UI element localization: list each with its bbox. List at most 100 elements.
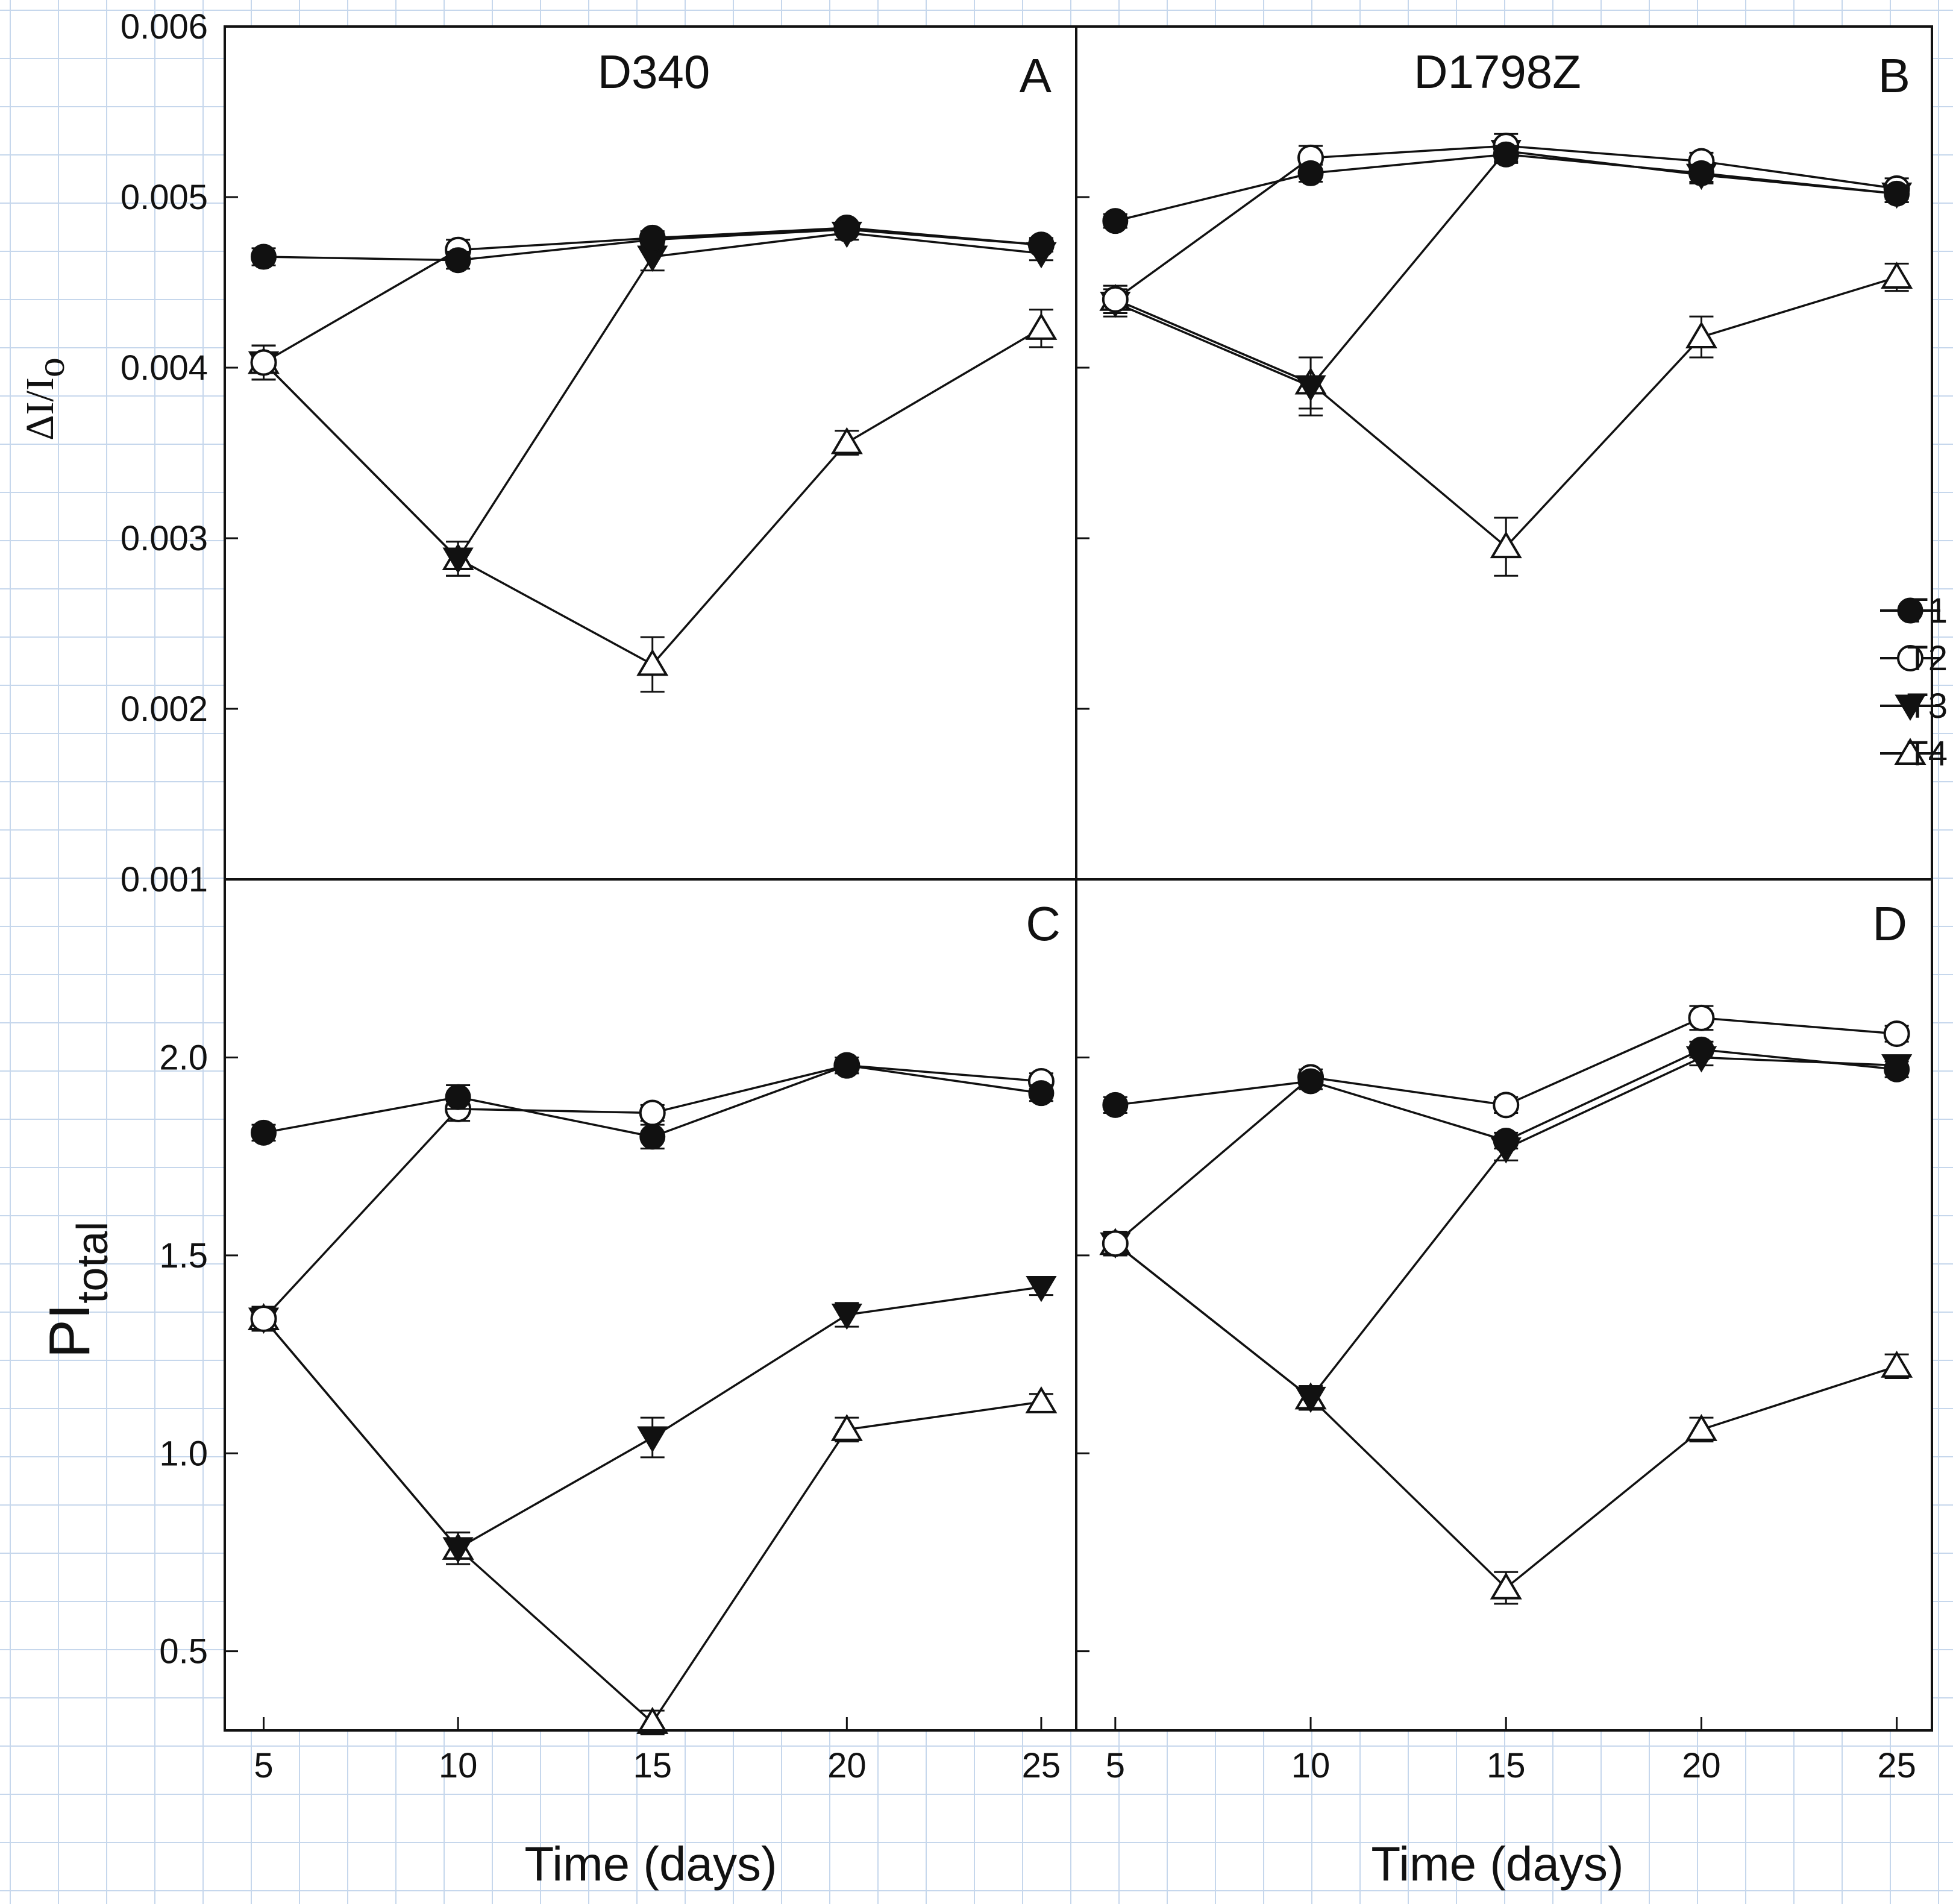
panel-a-y-tick-label: 0.004 xyxy=(121,348,208,388)
panel-b xyxy=(1075,25,1933,881)
panel-c: 5 10 15 20 25 0.5 1.0 1.5 2.0 xyxy=(159,878,1077,1785)
panel-c-t1-point xyxy=(833,1052,860,1079)
panel-c-x-tick-label: 10 xyxy=(439,1746,478,1785)
y-axis-title-bottom-main: PI xyxy=(37,1304,102,1359)
panel-d-t4-point xyxy=(1490,1572,1522,1600)
panel-c-y-tick-label: 1.0 xyxy=(159,1434,208,1473)
panel-c-t1-point xyxy=(1028,1080,1055,1107)
panel-a: 0.001 0.002 0.003 0.004 0.005 0.006 xyxy=(121,7,1077,899)
panel-d-x-tick-label: 15 xyxy=(1487,1746,1526,1785)
x-axis-title-left: Time (days) xyxy=(524,1837,777,1891)
panel-c-y-tick-label: 1.5 xyxy=(159,1236,208,1275)
panel-d-x-tick-label: 25 xyxy=(1877,1746,1916,1785)
panel-b-t1-point xyxy=(1884,180,1910,207)
panel-a-letter: A xyxy=(1020,49,1052,102)
panel-a-t1-point xyxy=(639,227,666,253)
panel-d-x-tick-label: 5 xyxy=(1106,1746,1125,1785)
panel-d-series-t1 xyxy=(1102,1036,1910,1154)
panel-a-y-tick-label: 0.006 xyxy=(121,7,208,46)
panel-d-t2-point xyxy=(1883,1020,1910,1048)
panel-d-t1-point xyxy=(1102,1092,1129,1118)
panel-a-t1-point xyxy=(251,243,277,270)
panel-c-y-tick-label: 2.0 xyxy=(159,1038,208,1078)
panel-c-t4-point xyxy=(1025,1386,1058,1413)
panel-a-t3-point xyxy=(442,547,474,574)
panel-d-t1-point xyxy=(1297,1068,1324,1095)
y-axis-title-bottom-sub: total xyxy=(69,1222,117,1304)
panel-d-t4-point xyxy=(1685,1413,1717,1441)
panel-d-frame xyxy=(1075,878,1933,1732)
panel-a-y-tick-label: 0.003 xyxy=(121,519,208,558)
panel-d-x-tick-label: 20 xyxy=(1682,1746,1721,1785)
panel-c-x-tick-label: 15 xyxy=(633,1746,672,1785)
svg-text:PItotal: PItotal xyxy=(37,1222,117,1359)
panel-a-title: D340 xyxy=(598,45,710,98)
panel-b-t4-point xyxy=(1881,262,1913,289)
panel-b-t1-point xyxy=(1493,141,1519,168)
panel-c-plot-area xyxy=(225,879,1076,1730)
panel-c-t1-point xyxy=(251,1119,277,1146)
panel-b-t1-point xyxy=(1688,160,1714,186)
panels: 0.001 0.002 0.003 0.004 0.005 0.006 5 10 15 20 25 0… xyxy=(121,7,1933,1785)
panel-c-t3-point xyxy=(1026,1275,1057,1302)
panel-a-series-t1 xyxy=(251,216,1055,274)
panel-d-letter: D xyxy=(1872,897,1907,950)
panel-d-t3-point xyxy=(1295,1386,1326,1413)
panel-c-x-tick-label: 20 xyxy=(827,1746,867,1785)
panel-c-t2-point xyxy=(639,1099,666,1126)
panel-a-t4-point xyxy=(830,427,863,454)
panel-c-t2-point xyxy=(250,1305,277,1332)
legend: T1 T2 T3 T4 xyxy=(1880,591,1948,773)
y-axis-title-top: ΔI/Io xyxy=(18,357,73,441)
panel-a-t1-point xyxy=(445,247,471,274)
panel-d-t2-point xyxy=(1493,1092,1520,1119)
y-axis-title-top-main: ΔI/I xyxy=(18,377,62,441)
legend-t2-symbol xyxy=(1897,645,1923,671)
panel-b-t2-point xyxy=(1102,286,1129,313)
panel-d-series-t2 xyxy=(1102,1004,1910,1257)
legend-t3-symbol xyxy=(1895,694,1926,721)
panel-a-t1-point xyxy=(833,216,860,243)
panel-a-y-tick-label: 0.002 xyxy=(121,690,208,729)
panel-c-t3-point xyxy=(442,1537,474,1563)
panel-b-letter: B xyxy=(1878,49,1910,102)
panel-a-plot-area xyxy=(225,27,1076,879)
panel-c-series-t1 xyxy=(251,1052,1055,1150)
panel-b-t4-point xyxy=(1685,321,1717,349)
panel-c-t1-point xyxy=(445,1084,471,1110)
panel-c-t1-point xyxy=(639,1123,666,1150)
legend-t3-label: T3 xyxy=(1907,687,1948,726)
panel-d-t2-point xyxy=(1688,1004,1715,1031)
legend-t4-label: T4 xyxy=(1907,734,1948,773)
panel-d: 5 10 15 20 25 xyxy=(1075,878,1933,1785)
panel-c-letter: C xyxy=(1026,897,1061,950)
panel-d-t2-point xyxy=(1102,1230,1129,1257)
y-axis-title-top-sub: o xyxy=(29,357,73,377)
panel-d-t1-point xyxy=(1688,1036,1714,1063)
panel-c-y-tick-label: 0.5 xyxy=(159,1632,208,1671)
svg-text:ΔI/Io: ΔI/Io xyxy=(18,357,73,441)
panel-a-t2-point xyxy=(250,349,277,376)
panel-d-t4-point xyxy=(1881,1350,1913,1378)
y-axis-title-bottom: PItotal xyxy=(37,1222,117,1359)
legend-t3-marker xyxy=(1895,694,1926,721)
legend-t1-symbol xyxy=(1897,597,1923,624)
panel-b-series-t1 xyxy=(1102,141,1910,234)
legend-t2-label: T2 xyxy=(1907,639,1948,678)
panel-d-plot-area xyxy=(1076,879,1932,1730)
panel-c-t4-point xyxy=(636,1706,669,1734)
panel-d-t1-point xyxy=(1493,1127,1519,1154)
panel-c-t4-point xyxy=(830,1413,863,1441)
panel-b-t4-point xyxy=(1490,531,1522,559)
panel-c-x-tick-label: 5 xyxy=(254,1746,273,1785)
panel-b-t1-point xyxy=(1297,160,1324,186)
x-axis-title-right: Time (days) xyxy=(1371,1837,1623,1891)
legend-t4-symbol xyxy=(1894,738,1926,765)
panel-b-plot-area xyxy=(1076,27,1932,879)
panel-b-t3-point xyxy=(1295,375,1326,402)
panel-c-t3-point xyxy=(831,1303,862,1330)
panel-a-y-tick-label: 0.001 xyxy=(121,860,208,899)
legend-t1-marker xyxy=(1897,597,1923,624)
legend-t1-label: T1 xyxy=(1907,591,1948,630)
